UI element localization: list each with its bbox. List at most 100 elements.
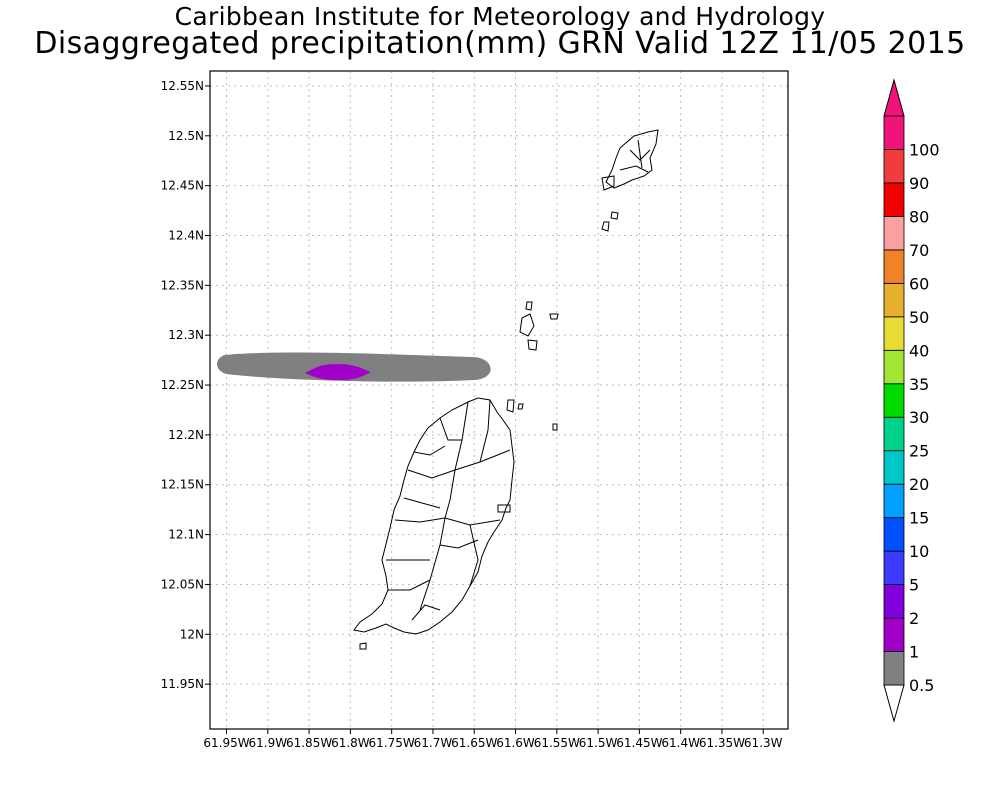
lon-tick-label: 61.7W: [414, 736, 453, 750]
lat-tick-label: 12.15N: [161, 478, 204, 492]
axes-frame: [209, 70, 789, 730]
lat-tick-label: 12.4N: [168, 229, 204, 243]
colorbar-label: 60: [909, 274, 929, 293]
colorbar-swatch: [883, 182, 905, 217]
lat-tick-label: 12N: [180, 627, 204, 641]
parish-boundary: [403, 497, 441, 509]
parish-boundary: [479, 399, 491, 463]
colorbar-swatch: [883, 282, 905, 318]
lon-tick-label: 61.95W: [203, 736, 249, 750]
plot-area: [210, 71, 788, 729]
small-island: [552, 423, 558, 431]
colorbar-label: 50: [909, 308, 929, 327]
lon-tick-label: 61.4W: [661, 736, 700, 750]
small-island: [519, 313, 535, 337]
plot-frame: [209, 70, 789, 730]
colorbar-label: 40: [909, 341, 929, 360]
colorbar-label: 15: [909, 509, 929, 528]
latitude-axis: 12.55N 12.5N 12.45N 12.4N 12.35N 12.3N 12.25N 1…: [161, 79, 210, 691]
colorbar-label: 30: [909, 408, 929, 427]
parish-boundary: [407, 469, 456, 479]
lat-tick-label: 11.95N: [161, 677, 204, 691]
small-island: [527, 339, 538, 351]
lat-tick-label: 12.1N: [168, 528, 204, 542]
parish-boundary: [629, 149, 651, 161]
colorbar-label: 0.5: [909, 676, 934, 695]
lat-tick-label: 12.3N: [168, 328, 204, 342]
colorbar-swatch: [883, 149, 905, 184]
lon-tick-label: 61.55W: [534, 736, 580, 750]
parish-boundary: [439, 539, 479, 549]
lon-tick-label: 61.9W: [249, 736, 288, 750]
small-island: [610, 211, 619, 220]
small-island: [605, 129, 659, 189]
colorbar-swatch: [883, 249, 905, 284]
colorbar-label: 10: [909, 542, 929, 561]
lat-tick-label: 12.55N: [161, 79, 204, 93]
parish-boundary: [619, 165, 649, 173]
lat-tick-label: 12.35N: [161, 278, 204, 292]
colorbar-label: 80: [909, 207, 929, 226]
plot-background: [210, 71, 788, 729]
colorbar-swatch: [883, 349, 905, 385]
small-island: [506, 399, 515, 413]
small-island: [601, 175, 615, 191]
colorbar-swatch: [883, 115, 905, 150]
colorbar-swatch: [883, 617, 905, 652]
parish-boundary: [449, 401, 469, 501]
precip-area: [304, 364, 372, 381]
lat-tick-label: 12.2N: [168, 428, 204, 442]
parish-boundary: [394, 517, 446, 523]
gridlines: [210, 71, 788, 729]
lon-tick-label: 61.3W: [744, 736, 783, 750]
colorbar-label: 1: [909, 643, 919, 662]
lat-tick-label: 12.45N: [161, 179, 204, 193]
precipitation-shading: [216, 352, 491, 382]
small-island: [517, 403, 524, 410]
colorbar-label: 25: [909, 442, 929, 461]
map-title: Caribbean Institute for Meteorology and …: [174, 2, 826, 31]
grenada-main-island: [353, 397, 515, 635]
grenada-coastline: [353, 129, 659, 650]
small-island: [549, 313, 559, 320]
colorbar-label: 20: [909, 475, 929, 494]
colorbar-bottom-arrow: [883, 684, 905, 723]
small-island: [601, 221, 610, 232]
lon-tick-label: 61.35W: [699, 736, 745, 750]
colorbar-swatch: [883, 550, 905, 585]
colorbar-label: 5: [909, 576, 919, 595]
parish-boundary: [413, 445, 446, 456]
colorbar-top-arrow: [883, 78, 905, 117]
colorbar-label: 2: [909, 609, 919, 628]
colorbar-label: 35: [909, 375, 929, 394]
colorbar-label: 90: [909, 174, 929, 193]
lon-tick-label: 61.45W: [616, 736, 662, 750]
lon-tick-label: 61.75W: [369, 736, 415, 750]
lat-tick-label: 12.5N: [168, 129, 204, 143]
lon-tick-label: 61.65W: [451, 736, 497, 750]
colorbar-label: 70: [909, 241, 929, 260]
lon-tick-label: 61.85W: [286, 736, 332, 750]
parish-boundary: [411, 604, 441, 621]
lon-tick-label: 61.8W: [331, 736, 370, 750]
parish-boundary: [388, 579, 431, 591]
colorbar-swatch: [883, 383, 905, 418]
small-island: [525, 301, 533, 311]
lon-tick-label: 61.5W: [579, 736, 618, 750]
colorbar-swatch: [883, 483, 905, 519]
lat-tick-label: 12.05N: [161, 577, 204, 591]
colorbar-swatch: [883, 416, 905, 452]
parish-boundary: [637, 139, 643, 169]
lat-tick-label: 12.25N: [161, 378, 204, 392]
colorbar-label: 100: [909, 140, 940, 159]
map-subtitle: Disaggregated precipitation(mm) GRN Vali…: [34, 26, 966, 61]
colorbar-swatch: [883, 316, 905, 351]
colorbar-swatch: [883, 450, 905, 485]
parish-boundary: [469, 524, 479, 587]
colorbar-swatch: [883, 651, 905, 686]
small-island: [359, 642, 367, 650]
small-island: [497, 504, 511, 513]
